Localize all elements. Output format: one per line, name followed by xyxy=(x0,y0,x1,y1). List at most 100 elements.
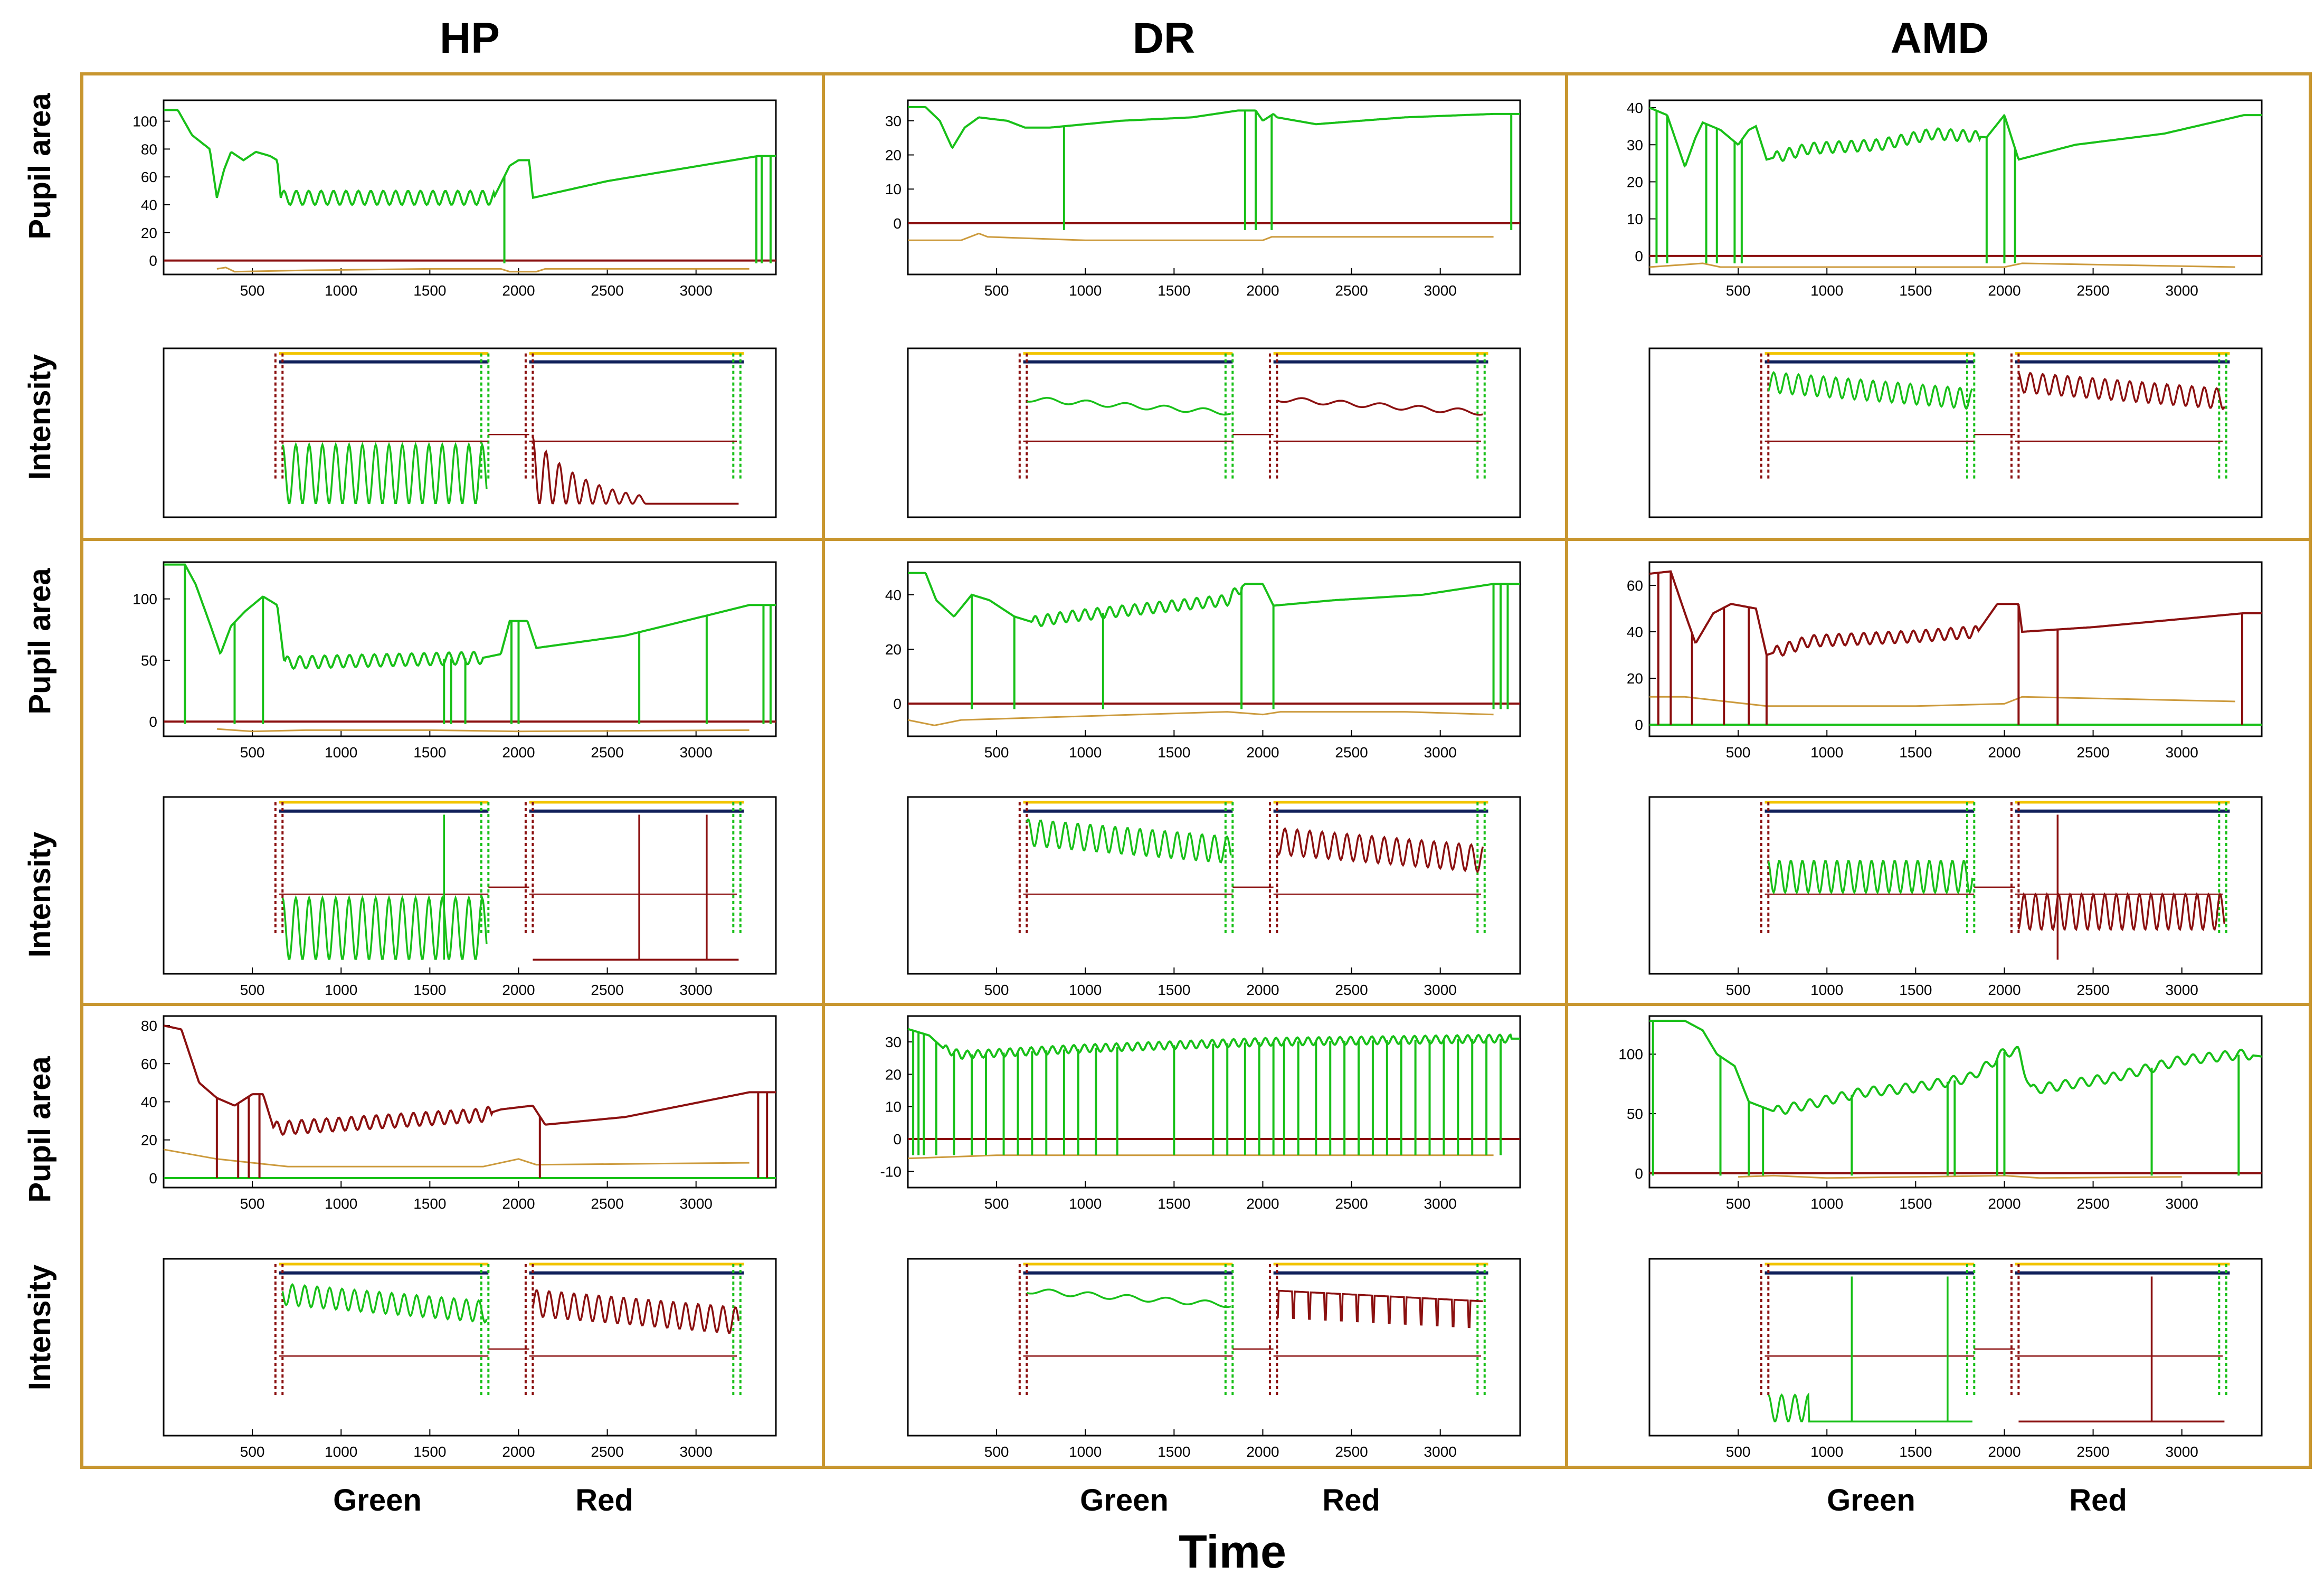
pupil-main-trace xyxy=(1649,107,2262,168)
y-tick-label: 40 xyxy=(141,197,157,213)
intensity-axes-frame xyxy=(907,1258,1521,1437)
y-tick-label: 80 xyxy=(141,1018,157,1034)
x-tick-label: 1500 xyxy=(1158,744,1190,761)
x-tick-label: 2500 xyxy=(2076,982,2109,998)
intensity-green-trace xyxy=(1026,397,1231,416)
x-tick-label: 2000 xyxy=(1988,744,2021,761)
x-tick-label: 2000 xyxy=(502,1444,535,1460)
y-tick-label: 20 xyxy=(141,1132,157,1149)
panel-amd-2: 0 20 40 60 500 1000 1500 2000 2500 3000 500 1000 150… xyxy=(1627,561,2263,998)
intensity-green-trace xyxy=(1026,1288,1231,1308)
intensity-green-trace xyxy=(281,442,488,504)
x-tick-label: 1000 xyxy=(1810,1444,1843,1460)
x-tick-label: 2500 xyxy=(1335,282,1368,299)
x-tick-label: 2000 xyxy=(1246,982,1279,998)
x-tick-label: 500 xyxy=(240,1195,265,1212)
x-tick-label: 3000 xyxy=(2166,982,2198,998)
y-tick-label: 0 xyxy=(149,1170,157,1187)
x-tick-label: 500 xyxy=(1726,1444,1751,1460)
x-tick-label: 1000 xyxy=(1810,1195,1843,1212)
x-tick-label: 1000 xyxy=(1069,1195,1102,1212)
x-tick-label: 1000 xyxy=(325,982,357,998)
intensity-axes-frame xyxy=(163,347,777,518)
y-tick-label: 30 xyxy=(1627,137,1643,153)
x-tick-label: 1500 xyxy=(1158,1195,1190,1212)
pupil-axes-frame xyxy=(1648,561,2263,737)
x-tick-label: 3000 xyxy=(680,282,713,299)
x-tick-label: 2000 xyxy=(1988,982,2021,998)
row-label-intensity-1: Intensity xyxy=(23,354,57,480)
y-tick-label: 0 xyxy=(893,1131,902,1147)
x-tick-label: 1500 xyxy=(1899,282,1932,299)
x-tick-label: 1000 xyxy=(1810,744,1843,761)
panel-amd-1: 0 10 20 30 40 500 1000 1500 2000 2500 3000 xyxy=(1627,99,2263,518)
bottom-label-green-amd: Green xyxy=(1827,1483,1915,1517)
y-tick-label: -10 xyxy=(880,1163,902,1180)
intensity-red-trace xyxy=(1276,827,1484,874)
y-tick-label: 80 xyxy=(141,141,157,157)
x-tick-label: 1000 xyxy=(1810,982,1843,998)
intensity-green-trace xyxy=(281,895,488,960)
intensity-axes-frame xyxy=(1648,347,2263,518)
x-tick-label: 1500 xyxy=(1899,1195,1932,1212)
y-tick-label: 100 xyxy=(132,591,157,608)
x-tick-label: 2500 xyxy=(591,282,623,299)
y-tick-label: 30 xyxy=(885,1034,902,1050)
x-tick-label: 2000 xyxy=(1246,1195,1279,1212)
x-tick-label: 500 xyxy=(240,1444,265,1460)
x-tick-label: 3000 xyxy=(1424,744,1457,761)
x-tick-label: 2000 xyxy=(1246,282,1279,299)
panel-hp-2: 0 50 100 500 1000 1500 2000 2500 3000 500 1000 1500… xyxy=(132,561,777,998)
x-tick-label: 500 xyxy=(984,982,1009,998)
intensity-red-trace xyxy=(532,436,739,505)
x-tick-label: 500 xyxy=(1726,982,1751,998)
column-header-amd: AMD xyxy=(1891,14,1989,62)
x-tick-label: 3000 xyxy=(680,1195,713,1212)
x-tick-label: 1000 xyxy=(325,744,357,761)
x-tick-label: 500 xyxy=(984,1195,1009,1212)
x-tick-label: 1500 xyxy=(1899,1444,1932,1460)
x-tick-label: 500 xyxy=(240,282,265,299)
pupil-lower-trace xyxy=(908,232,1494,241)
x-tick-label: 2500 xyxy=(1335,744,1368,761)
x-tick-label: 2500 xyxy=(591,744,623,761)
row-label-intensity-3: Intensity xyxy=(23,1265,57,1391)
x-tick-label: 1000 xyxy=(1810,282,1843,299)
x-tick-label: 2000 xyxy=(1988,1444,2021,1460)
pupil-lower-trace xyxy=(216,728,750,733)
column-header-hp: HP xyxy=(440,14,500,62)
intensity-red-trace xyxy=(532,1289,740,1334)
row-label-intensity-2: Intensity xyxy=(23,832,57,958)
y-tick-label: 100 xyxy=(1618,1046,1643,1062)
x-tick-label: 1500 xyxy=(1899,744,1932,761)
x-tick-label: 2500 xyxy=(591,982,623,998)
x-tick-label: 3000 xyxy=(2166,744,2198,761)
x-tick-label: 3000 xyxy=(2166,1444,2198,1460)
pupil-main-trace xyxy=(1649,570,2262,657)
intensity-axes-frame xyxy=(907,347,1521,518)
x-tick-label: 1000 xyxy=(325,1444,357,1460)
y-tick-label: 10 xyxy=(885,1099,902,1115)
bottom-label-green-dr: Green xyxy=(1080,1483,1169,1517)
y-tick-label: 60 xyxy=(141,169,157,185)
x-tick-label: 1500 xyxy=(413,744,446,761)
x-tick-label: 500 xyxy=(240,982,265,998)
x-tick-label: 3000 xyxy=(1424,1444,1457,1460)
intensity-axes-frame xyxy=(1648,1258,2263,1437)
x-tick-label: 1000 xyxy=(1069,282,1102,299)
x-tick-label: 1500 xyxy=(1899,982,1932,998)
panel-dr-2: 0 20 40 500 1000 1500 2000 2500 3000 500 1000 1500 2… xyxy=(885,561,1521,998)
x-tick-label: 3000 xyxy=(2166,282,2198,299)
panel-hp-3: 0 20 40 60 80 500 1000 1500 2000 2500 3000 500 1000 1… xyxy=(141,1015,777,1460)
bottom-label-green-hp: Green xyxy=(333,1483,422,1517)
x-tick-label: 1500 xyxy=(1158,982,1190,998)
x-tick-label: 1500 xyxy=(1158,1444,1190,1460)
y-tick-label: 20 xyxy=(885,147,902,164)
y-tick-label: 50 xyxy=(141,652,157,669)
x-tick-label: 2500 xyxy=(1335,1195,1368,1212)
intensity-red-trace xyxy=(2017,372,2226,410)
y-tick-label: 0 xyxy=(1635,1165,1643,1182)
column-header-dr: DR xyxy=(1133,14,1195,62)
x-tick-label: 500 xyxy=(1726,744,1751,761)
